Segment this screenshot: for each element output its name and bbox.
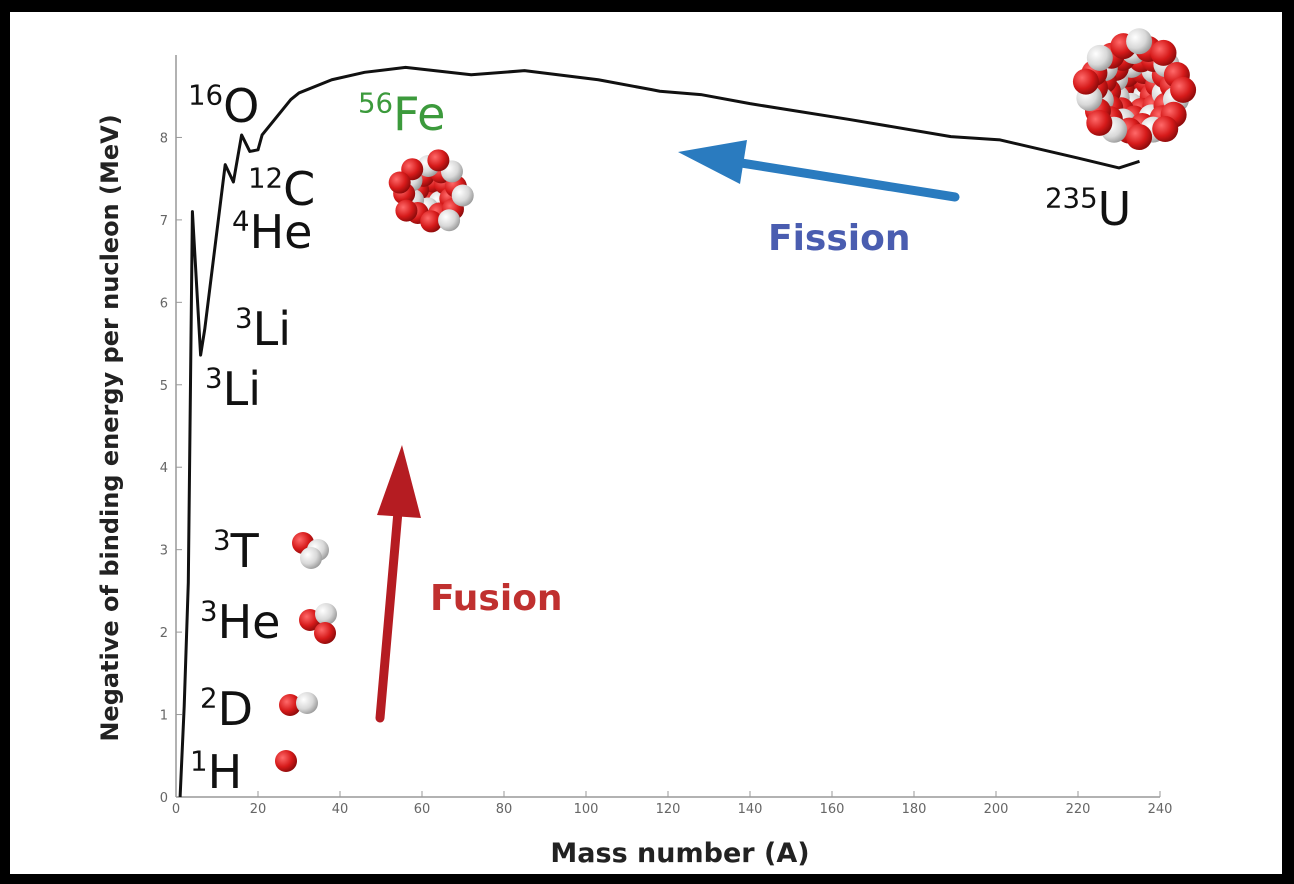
annotation-superscript: 3 <box>213 524 231 557</box>
annotation-text: U <box>1098 182 1132 236</box>
annotation-text: He <box>218 595 281 649</box>
annotation-text: Fusion <box>430 578 563 619</box>
nucleon <box>452 185 474 207</box>
nucleon <box>1087 45 1113 71</box>
y-tick-label: 0 <box>160 791 168 806</box>
nucleon <box>1126 28 1152 54</box>
annotation-text: Fe <box>393 87 445 141</box>
nucleon <box>389 172 411 194</box>
annotation-superscript: 16 <box>188 79 223 112</box>
y-tick-label: 7 <box>160 214 168 229</box>
y-tick-label: 4 <box>160 461 168 476</box>
annotation-text: He <box>250 205 313 259</box>
nucleon <box>1152 116 1178 142</box>
nucleon <box>1150 40 1176 66</box>
annotation-text: T <box>230 524 260 578</box>
x-tick-label: 20 <box>250 802 267 817</box>
nucleon <box>296 692 318 714</box>
annotation-superscript: 3 <box>205 362 223 395</box>
y-tick-label: 6 <box>160 296 168 311</box>
annotation-superscript: 1 <box>190 745 208 778</box>
annotation-text: Li <box>223 362 261 416</box>
x-tick-label: 240 <box>1148 802 1173 817</box>
y-tick-label: 1 <box>160 709 168 724</box>
x-tick-label: 0 <box>172 802 180 817</box>
nucleon <box>1073 69 1099 95</box>
x-tick-label: 80 <box>496 802 513 817</box>
chart: Mass number (A) Negative of binding ener… <box>0 0 1294 884</box>
annotation: Fission <box>768 218 911 259</box>
x-tick-label: 180 <box>902 802 927 817</box>
x-tick-label: 140 <box>738 802 763 817</box>
y-tick-label: 5 <box>160 379 168 394</box>
annotation-superscript: 3 <box>235 302 253 335</box>
annotation-superscript: 56 <box>358 87 393 120</box>
x-tick-label: 200 <box>984 802 1009 817</box>
nucleon <box>314 622 336 644</box>
annotation: Fusion <box>430 578 563 619</box>
annotation-text: H <box>208 745 243 799</box>
x-tick-label: 160 <box>820 802 845 817</box>
annotation-superscript: 12 <box>248 162 283 195</box>
y-axis-label: Negative of binding energy per nucleon (… <box>96 114 124 741</box>
annotation-superscript: 3 <box>200 595 218 628</box>
nucleon <box>1170 77 1196 103</box>
nucleon <box>438 209 460 231</box>
x-tick-label: 60 <box>414 802 431 817</box>
y-tick-label: 8 <box>160 131 168 146</box>
y-tick-label: 3 <box>160 544 168 559</box>
nucleon <box>427 149 449 171</box>
annotation-text: D <box>218 682 253 736</box>
x-axis-label: Mass number (A) <box>550 838 809 869</box>
nucleon <box>275 750 297 772</box>
x-tick-label: 120 <box>656 802 681 817</box>
annotation-text: Fission <box>768 218 911 259</box>
annotation-text: O <box>223 79 259 133</box>
nucleon <box>1126 124 1152 150</box>
annotation-superscript: 2 <box>200 682 218 715</box>
nucleon <box>1086 110 1112 136</box>
annotation-text: Li <box>253 302 291 356</box>
nucleon <box>395 200 417 222</box>
nucleon <box>300 547 322 569</box>
x-tick-label: 100 <box>574 802 599 817</box>
x-tick-label: 220 <box>1066 802 1091 817</box>
annotation-superscript: 4 <box>232 205 250 238</box>
page: {"chart_data": { "type": "line", "x_labe… <box>0 0 1294 884</box>
annotation-superscript: 235 <box>1045 182 1098 215</box>
x-tick-label: 40 <box>332 802 349 817</box>
y-tick-label: 2 <box>160 626 168 641</box>
nucleon <box>315 603 337 625</box>
